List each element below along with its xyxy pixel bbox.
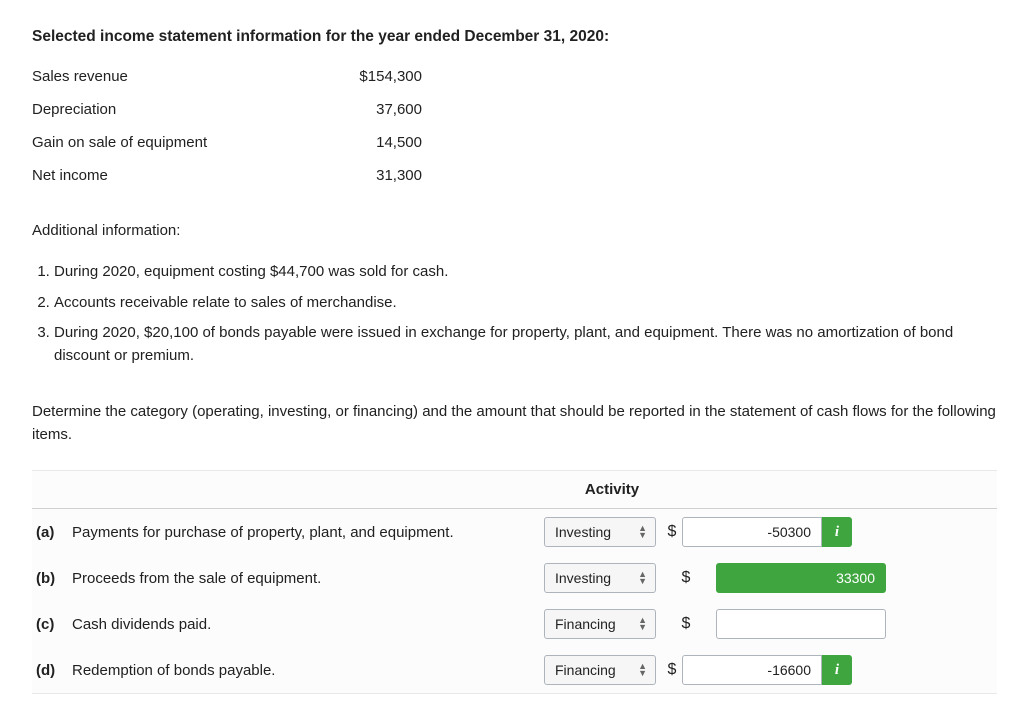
select-arrows-icon: ▲▼ [638, 617, 647, 631]
additional-info-item: During 2020, equipment costing $44,700 w… [54, 257, 997, 288]
income-label: Depreciation [32, 93, 332, 126]
amount-input[interactable] [716, 609, 886, 639]
row-letter: (b) [32, 570, 72, 587]
activity-select[interactable]: Financing ▲▼ [544, 609, 656, 639]
row-description: Redemption of bonds payable. [72, 662, 544, 679]
page-heading: Selected income statement information fo… [32, 28, 997, 46]
answer-row: (c)Cash dividends paid. Financing ▲▼ $ [32, 601, 997, 647]
income-value: $154,300 [332, 60, 422, 93]
dollar-sign: $ [656, 661, 682, 679]
activity-column-header: Activity [552, 481, 672, 498]
income-value: 14,500 [332, 126, 422, 159]
info-icon[interactable]: i [822, 517, 852, 547]
select-arrows-icon: ▲▼ [638, 525, 647, 539]
dollar-sign: $ [656, 615, 716, 633]
info-icon[interactable]: i [822, 655, 852, 685]
additional-info-item: Accounts receivable relate to sales of m… [54, 288, 997, 319]
answer-header-row: Activity [32, 471, 997, 509]
answer-area: Activity (a)Payments for purchase of pro… [32, 470, 997, 694]
row-description: Payments for purchase of property, plant… [72, 524, 544, 541]
amount-input[interactable]: -50300 [682, 517, 822, 547]
answer-row: (b)Proceeds from the sale of equipment.I… [32, 555, 997, 601]
activity-select-value: Financing [555, 662, 616, 678]
income-row: Gain on sale of equipment14,500 [32, 126, 422, 159]
row-letter: (a) [32, 524, 72, 541]
row-description: Proceeds from the sale of equipment. [72, 570, 544, 587]
dollar-sign: $ [656, 569, 716, 587]
income-label: Gain on sale of equipment [32, 126, 332, 159]
select-arrows-icon: ▲▼ [638, 663, 647, 677]
income-row: Net income31,300 [32, 159, 422, 192]
row-letter: (c) [32, 616, 72, 633]
income-label: Sales revenue [32, 60, 332, 93]
row-description: Cash dividends paid. [72, 616, 544, 633]
activity-select[interactable]: Investing ▲▼ [544, 563, 656, 593]
income-row: Sales revenue$154,300 [32, 60, 422, 93]
additional-info-list: During 2020, equipment costing $44,700 w… [32, 257, 997, 371]
income-value: 31,300 [332, 159, 422, 192]
amount-input[interactable]: 33300 [716, 563, 886, 593]
activity-select-value: Financing [555, 616, 616, 632]
income-statement-table: Sales revenue$154,300Depreciation37,600G… [32, 60, 422, 192]
income-row: Depreciation37,600 [32, 93, 422, 126]
answer-row: (a)Payments for purchase of property, pl… [32, 509, 997, 555]
additional-info-label: Additional information: [32, 222, 997, 239]
row-letter: (d) [32, 662, 72, 679]
activity-select-value: Investing [555, 524, 611, 540]
activity-select[interactable]: Investing ▲▼ [544, 517, 656, 547]
select-arrows-icon: ▲▼ [638, 571, 647, 585]
income-value: 37,600 [332, 93, 422, 126]
income-label: Net income [32, 159, 332, 192]
answer-row: (d)Redemption of bonds payable.Financing… [32, 647, 997, 693]
activity-select[interactable]: Financing ▲▼ [544, 655, 656, 685]
activity-select-value: Investing [555, 570, 611, 586]
instruction-text: Determine the category (operating, inves… [32, 401, 997, 446]
additional-info-item: During 2020, $20,100 of bonds payable we… [54, 318, 997, 371]
amount-input[interactable]: -16600 [682, 655, 822, 685]
dollar-sign: $ [656, 523, 682, 541]
